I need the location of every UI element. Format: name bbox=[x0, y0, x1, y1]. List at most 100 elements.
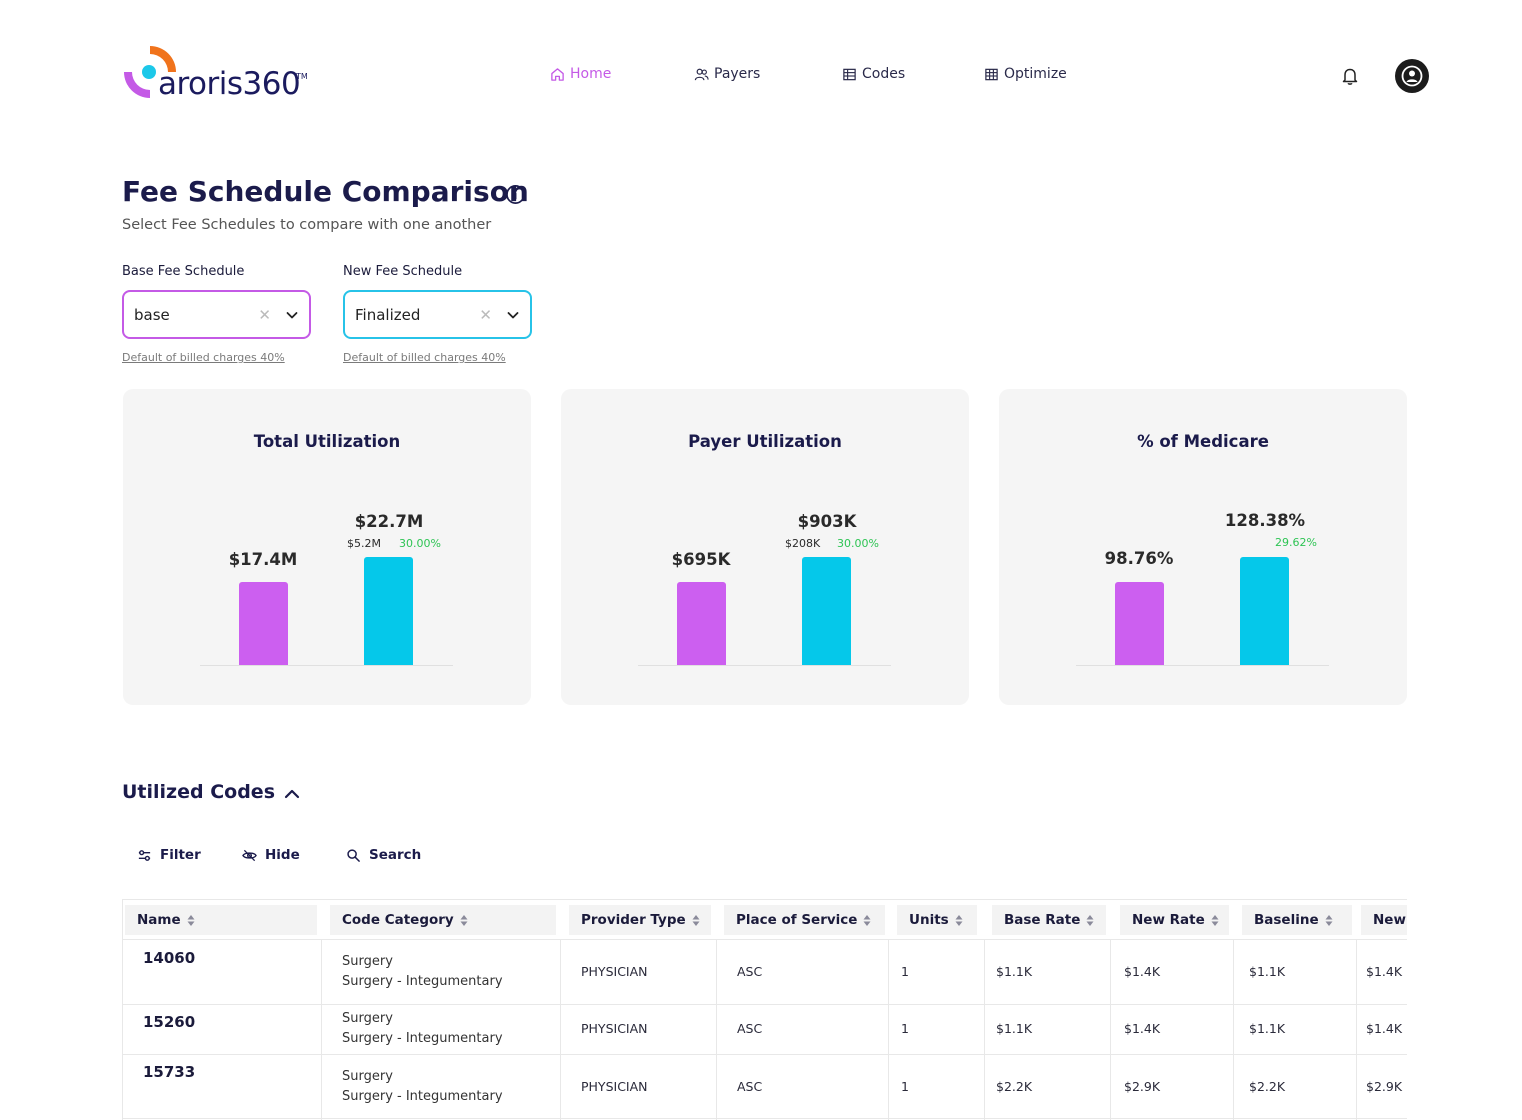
table-row-name[interactable]: 15260 bbox=[143, 1013, 196, 1031]
category-primary: Surgery bbox=[342, 1011, 393, 1026]
clear-icon[interactable]: ✕ bbox=[258, 305, 271, 324]
table-row-place-of-service: ASC bbox=[737, 1021, 763, 1036]
category-secondary: Surgery - Integumentary bbox=[342, 1031, 503, 1046]
eye-off-icon bbox=[242, 849, 257, 861]
table-row-category: Surgery Surgery - Integumentary bbox=[342, 1067, 503, 1107]
table-row-name[interactable]: 15733 bbox=[143, 1063, 196, 1081]
chevron-down-icon[interactable] bbox=[285, 308, 299, 322]
new-fee-schedule-label: New Fee Schedule bbox=[343, 264, 463, 279]
app-logo[interactable]: aroris360 TM bbox=[120, 42, 320, 106]
base-bar[interactable] bbox=[1115, 582, 1164, 665]
table-row-provider: PHYSICIAN bbox=[581, 1079, 648, 1094]
sort-icon bbox=[955, 914, 963, 926]
hide-label: Hide bbox=[265, 847, 300, 863]
column-divider bbox=[888, 940, 889, 1120]
table-row-provider: PHYSICIAN bbox=[581, 964, 648, 979]
chart-baseline bbox=[1076, 665, 1329, 666]
table-row-base-rate: $1.1K bbox=[996, 964, 1033, 979]
column-header-label: Base Rate bbox=[1004, 912, 1081, 928]
bell-icon[interactable] bbox=[1340, 66, 1360, 86]
new-default-note[interactable]: Default of billed charges 40% bbox=[343, 351, 506, 364]
diff-absolute: $208K bbox=[785, 537, 821, 550]
column-header-baseline[interactable]: Baseline bbox=[1242, 905, 1352, 935]
diff-percent: 30.00% bbox=[399, 537, 441, 550]
nav-optimize-label: Optimize bbox=[1004, 66, 1067, 82]
column-divider bbox=[984, 940, 985, 1120]
nav-home-label: Home bbox=[570, 66, 612, 82]
new-value-label: $22.7M bbox=[354, 512, 424, 531]
nav-codes[interactable]: Codes bbox=[842, 66, 905, 82]
row-divider bbox=[123, 1118, 1407, 1119]
new-value-label: $903K bbox=[797, 512, 857, 531]
column-divider bbox=[716, 940, 717, 1120]
row-divider bbox=[123, 1004, 1407, 1005]
nav-codes-label: Codes bbox=[862, 66, 906, 82]
sliders-icon bbox=[138, 849, 151, 861]
card-title: Total Utilization bbox=[253, 432, 401, 451]
base-default-note[interactable]: Default of billed charges 40% bbox=[122, 351, 285, 364]
table-row-new: $1.4K bbox=[1366, 1021, 1403, 1036]
table-row-name[interactable]: 14060 bbox=[143, 949, 196, 967]
total-utilization-card: Total Utilization $17.4M $22.7M $5.2M 30… bbox=[123, 389, 531, 705]
logo-mark-icon bbox=[124, 46, 176, 98]
base-fee-schedule-select[interactable]: base ✕ bbox=[122, 290, 311, 339]
chevron-up-icon[interactable] bbox=[283, 785, 301, 803]
info-icon[interactable] bbox=[505, 184, 526, 205]
column-header-new[interactable]: New bbox=[1361, 905, 1407, 935]
table-row-units: 1 bbox=[901, 1021, 909, 1036]
column-divider bbox=[1110, 940, 1111, 1120]
clear-icon[interactable]: ✕ bbox=[479, 305, 492, 324]
column-divider bbox=[1233, 940, 1234, 1120]
category-secondary: Surgery - Integumentary bbox=[342, 974, 503, 989]
column-header-place-of-service[interactable]: Place of Service bbox=[724, 905, 885, 935]
table-row-place-of-service: ASC bbox=[737, 964, 763, 979]
row-divider bbox=[123, 939, 1407, 940]
filter-button[interactable]: Filter bbox=[137, 847, 201, 863]
table-row-new-rate: $2.9K bbox=[1124, 1079, 1161, 1094]
sort-icon bbox=[863, 914, 871, 926]
column-header-base-rate[interactable]: Base Rate bbox=[992, 905, 1106, 935]
base-bar[interactable] bbox=[677, 582, 726, 665]
new-bar[interactable] bbox=[1240, 557, 1289, 665]
hide-button[interactable]: Hide bbox=[242, 847, 300, 863]
nav-optimize[interactable]: Optimize bbox=[984, 66, 1067, 82]
search-button[interactable]: Search bbox=[346, 847, 421, 863]
row-divider bbox=[123, 1054, 1407, 1055]
column-header-name[interactable]: Name bbox=[125, 905, 317, 935]
search-label: Search bbox=[369, 847, 422, 863]
chart-baseline bbox=[200, 665, 453, 666]
table-row-baseline: $1.1K bbox=[1249, 1021, 1286, 1036]
column-divider bbox=[560, 940, 561, 1120]
new-bar[interactable] bbox=[364, 557, 413, 665]
utilized-codes-table: Name Code Category Provider Type Place o… bbox=[122, 899, 1407, 1120]
column-header-label: Name bbox=[137, 912, 181, 928]
column-header-provider-type[interactable]: Provider Type bbox=[569, 905, 711, 935]
table-row-place-of-service: ASC bbox=[737, 1079, 763, 1094]
nav-payers[interactable]: Payers bbox=[694, 66, 760, 82]
new-bar[interactable] bbox=[802, 557, 851, 665]
user-avatar-icon[interactable] bbox=[1395, 59, 1429, 93]
new-fee-schedule-select[interactable]: Finalized ✕ bbox=[343, 290, 532, 339]
table-row-new-rate: $1.4K bbox=[1124, 1021, 1161, 1036]
table-row-baseline: $1.1K bbox=[1249, 964, 1286, 979]
utilized-codes-title: Utilized Codes bbox=[122, 781, 276, 803]
column-header-label: New Rate bbox=[1132, 912, 1205, 928]
sort-icon bbox=[1086, 914, 1094, 926]
table-row-units: 1 bbox=[901, 1079, 909, 1094]
diff-absolute: $5.2M bbox=[347, 537, 381, 550]
column-header-code-category[interactable]: Code Category bbox=[330, 905, 556, 935]
column-header-units[interactable]: Units bbox=[897, 905, 977, 935]
chevron-down-icon[interactable] bbox=[506, 308, 520, 322]
column-header-label: Provider Type bbox=[581, 912, 686, 928]
sort-icon bbox=[692, 914, 700, 926]
sort-icon bbox=[187, 914, 195, 926]
base-bar[interactable] bbox=[239, 582, 288, 665]
card-title: Payer Utilization bbox=[688, 432, 842, 451]
column-header-new-rate[interactable]: New Rate bbox=[1120, 905, 1229, 935]
chart-baseline bbox=[638, 665, 891, 666]
table-row-category: Surgery Surgery - Integumentary bbox=[342, 1009, 503, 1049]
page-title: Fee Schedule Comparison bbox=[122, 175, 529, 208]
sort-icon bbox=[1211, 914, 1219, 926]
nav-home[interactable]: Home bbox=[550, 66, 611, 82]
table-icon bbox=[843, 68, 856, 80]
